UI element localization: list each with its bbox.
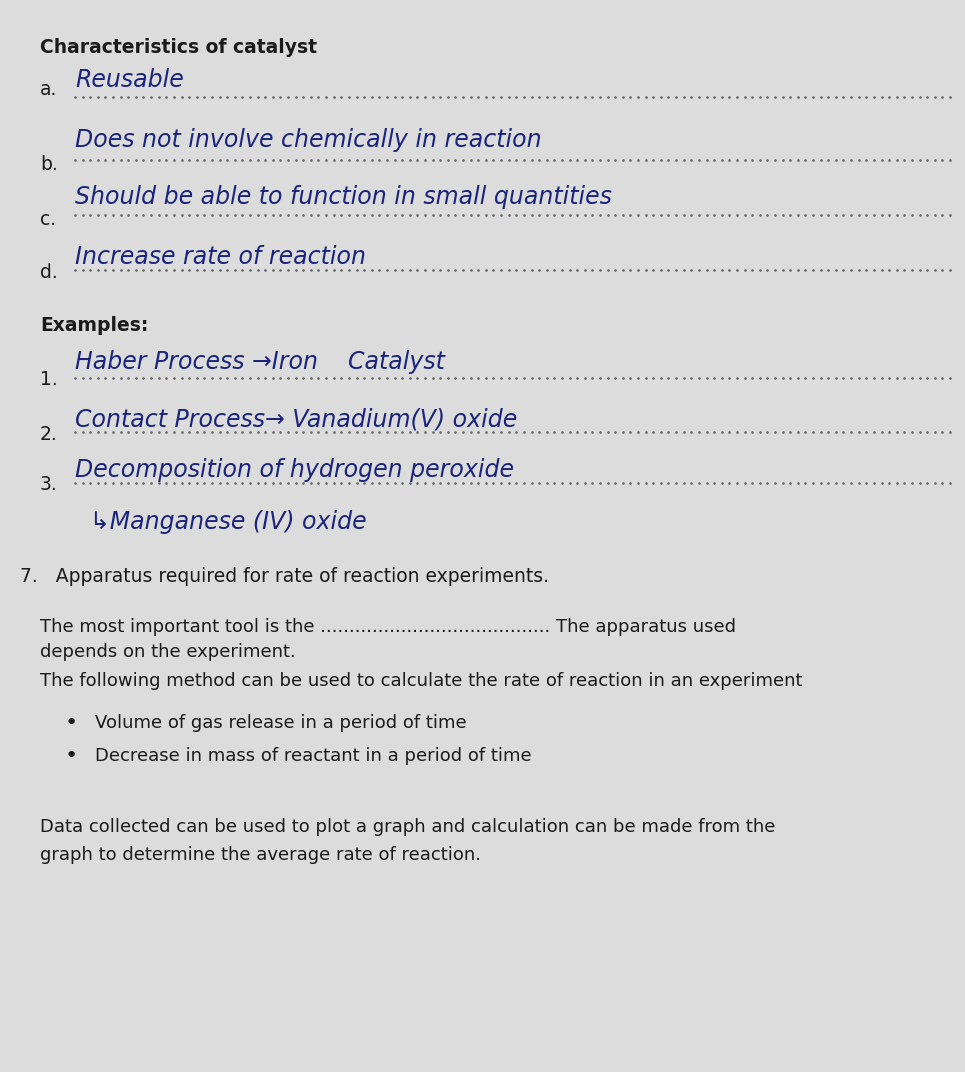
Text: Increase rate of reaction: Increase rate of reaction [75,245,366,269]
Text: Reusable: Reusable [75,68,183,92]
Text: depends on the experiment.: depends on the experiment. [40,643,295,661]
Text: ↳Manganese (IV) oxide: ↳Manganese (IV) oxide [90,510,367,534]
Text: The following method can be used to calculate the rate of reaction in an experim: The following method can be used to calc… [40,672,803,690]
Text: Decomposition of hydrogen peroxide: Decomposition of hydrogen peroxide [75,458,514,482]
Text: Contact Process→ Vanadium(V) oxide: Contact Process→ Vanadium(V) oxide [75,407,517,431]
Text: Haber Process →Iron    Catalyst: Haber Process →Iron Catalyst [75,349,445,374]
Text: Should be able to function in small quantities: Should be able to function in small quan… [75,185,612,209]
Text: Examples:: Examples: [40,316,149,334]
Text: Characteristics of catalyst: Characteristics of catalyst [40,38,317,57]
Text: d.: d. [40,263,58,282]
Text: The most important tool is the ........................................ The appa: The most important tool is the .........… [40,617,736,636]
Text: 7.   Apparatus required for rate of reaction experiments.: 7. Apparatus required for rate of reacti… [20,567,549,586]
Text: c.: c. [40,210,56,229]
Text: a.: a. [40,80,57,99]
Text: Does not involve chemically in reaction: Does not involve chemically in reaction [75,128,541,152]
Text: 3.: 3. [40,475,58,494]
Text: Data collected can be used to plot a graph and calculation can be made from the: Data collected can be used to plot a gra… [40,818,775,836]
Text: •: • [65,746,78,766]
Text: Volume of gas release in a period of time: Volume of gas release in a period of tim… [95,714,467,732]
Text: 2.: 2. [40,425,58,444]
Text: 1.: 1. [40,370,58,389]
Text: graph to determine the average rate of reaction.: graph to determine the average rate of r… [40,846,481,864]
Text: •: • [65,713,78,733]
Text: b.: b. [40,155,58,174]
Text: Decrease in mass of reactant in a period of time: Decrease in mass of reactant in a period… [95,747,532,765]
